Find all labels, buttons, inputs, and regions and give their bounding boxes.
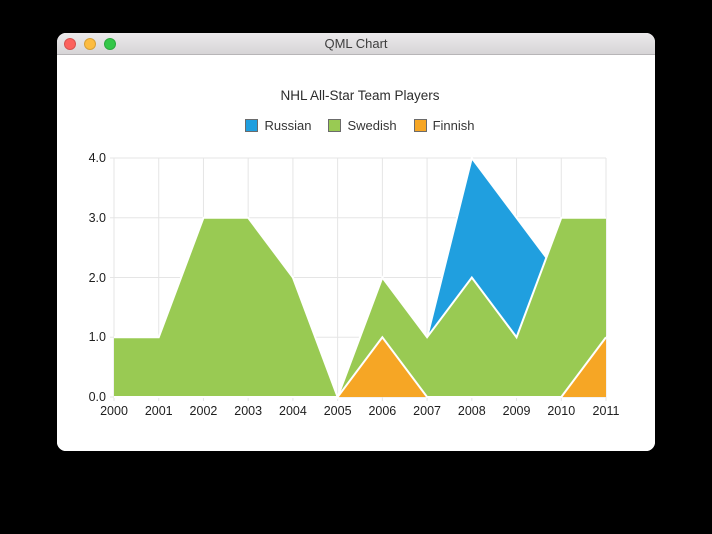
y-axis-label: 2.0: [88, 270, 106, 285]
minimize-icon[interactable]: [84, 38, 96, 50]
window-title: QML Chart: [324, 36, 388, 51]
y-axis-label: 3.0: [88, 210, 106, 225]
window-titlebar[interactable]: QML Chart: [57, 33, 655, 55]
window-controls: [64, 38, 116, 50]
x-axis-label: 2007: [413, 404, 441, 418]
close-icon[interactable]: [64, 38, 76, 50]
x-axis-label: 2011: [592, 404, 620, 418]
legend-marker-swedish: [328, 119, 342, 132]
x-axis-label: 2001: [144, 404, 173, 418]
y-axis-label: 1.0: [88, 330, 106, 345]
x-axis-label: 2004: [279, 404, 307, 418]
legend-item-russian[interactable]: Russian: [245, 118, 311, 133]
zoom-icon[interactable]: [104, 38, 116, 50]
legend-item-finnish[interactable]: Finnish: [413, 118, 475, 133]
x-axis-label: 2009: [502, 404, 531, 418]
area-series-swedish: [114, 217, 606, 397]
legend-label: Finnish: [432, 118, 475, 133]
area-chart-plot: [110, 155, 607, 401]
chart-legend: Russian Swedish Finnish: [114, 117, 606, 134]
area-border-finnish: [114, 335, 607, 398]
x-axis-label: 2005: [323, 404, 352, 418]
x-axis-label: 2003: [234, 404, 263, 418]
y-axis-label: 0.0: [88, 390, 106, 404]
legend-item-swedish[interactable]: Swedish: [328, 118, 397, 133]
x-axis-label: 2008: [457, 404, 486, 418]
x-axis-label: 2000: [100, 404, 128, 418]
x-axis-label: 2002: [189, 404, 218, 418]
legend-marker-russian: [245, 119, 259, 132]
y-axis-label: 4.0: [88, 151, 106, 165]
legend-marker-finnish: [413, 119, 427, 132]
chart-title: NHL All-Star Team Players: [280, 88, 440, 103]
qml-chart-window: QML Chart NHL All-Star Team Players Russ…: [57, 33, 655, 451]
legend-label: Swedish: [347, 118, 397, 133]
area-border-swedish: [114, 216, 606, 400]
legend-label: Russian: [264, 118, 312, 133]
chart-view: NHL All-Star Team Players Russian Swedish…: [57, 55, 655, 451]
x-axis-label: 2006: [368, 404, 397, 418]
x-axis-label: 2010: [547, 404, 576, 418]
